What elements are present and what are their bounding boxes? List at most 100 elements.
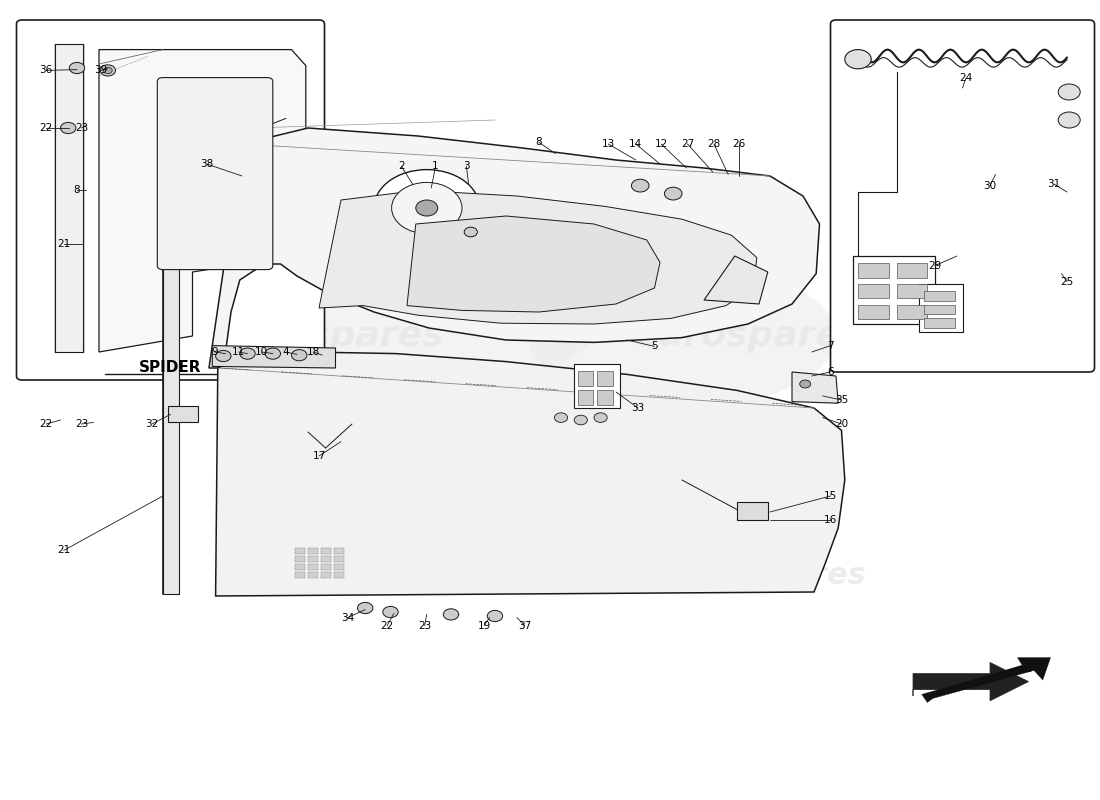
Circle shape — [1058, 112, 1080, 128]
Text: 36: 36 — [40, 66, 53, 75]
Circle shape — [443, 609, 459, 620]
Text: 38: 38 — [200, 159, 213, 169]
Text: 34: 34 — [341, 613, 354, 622]
Polygon shape — [922, 658, 1050, 702]
FancyBboxPatch shape — [830, 20, 1094, 372]
FancyBboxPatch shape — [896, 305, 927, 319]
Circle shape — [103, 67, 112, 74]
Text: 16: 16 — [824, 515, 837, 525]
Polygon shape — [913, 662, 1028, 701]
Text: 21: 21 — [57, 239, 70, 249]
Circle shape — [664, 187, 682, 200]
FancyBboxPatch shape — [334, 556, 344, 562]
Circle shape — [487, 610, 503, 622]
FancyBboxPatch shape — [295, 572, 305, 578]
Text: eurospares: eurospares — [634, 319, 862, 353]
Polygon shape — [407, 216, 660, 312]
FancyBboxPatch shape — [308, 572, 318, 578]
Text: 31: 31 — [1047, 179, 1060, 189]
FancyBboxPatch shape — [295, 548, 305, 554]
Circle shape — [358, 602, 373, 614]
Text: 2: 2 — [398, 162, 405, 171]
FancyBboxPatch shape — [574, 364, 620, 408]
Text: eurospares: eurospares — [673, 562, 867, 590]
FancyBboxPatch shape — [334, 564, 344, 570]
Text: 21: 21 — [57, 546, 70, 555]
Circle shape — [1058, 84, 1080, 100]
Text: 8: 8 — [536, 138, 542, 147]
Text: 23: 23 — [418, 621, 431, 630]
FancyBboxPatch shape — [597, 390, 613, 405]
Circle shape — [374, 170, 480, 246]
Text: 10: 10 — [255, 347, 268, 357]
Text: 15: 15 — [824, 491, 837, 501]
FancyBboxPatch shape — [737, 502, 768, 520]
Text: eurospares: eurospares — [216, 319, 444, 353]
Text: SPIDER: SPIDER — [140, 361, 201, 375]
Circle shape — [265, 348, 280, 359]
Circle shape — [392, 182, 462, 234]
FancyBboxPatch shape — [924, 291, 955, 301]
Text: 5: 5 — [651, 342, 658, 351]
FancyBboxPatch shape — [295, 564, 305, 570]
Text: 9: 9 — [211, 347, 218, 357]
Circle shape — [100, 65, 116, 76]
FancyBboxPatch shape — [334, 572, 344, 578]
Text: 26: 26 — [733, 139, 746, 149]
FancyBboxPatch shape — [321, 548, 331, 554]
FancyBboxPatch shape — [896, 263, 927, 278]
Text: 12: 12 — [654, 139, 668, 149]
FancyBboxPatch shape — [308, 548, 318, 554]
Text: 22: 22 — [381, 621, 394, 630]
Text: 13: 13 — [602, 139, 615, 149]
Text: 19: 19 — [477, 621, 491, 630]
Circle shape — [554, 413, 568, 422]
Polygon shape — [55, 44, 82, 352]
FancyBboxPatch shape — [321, 572, 331, 578]
Text: 7: 7 — [827, 341, 834, 350]
Circle shape — [845, 50, 871, 69]
FancyBboxPatch shape — [295, 556, 305, 562]
Circle shape — [594, 413, 607, 422]
Text: 1: 1 — [432, 162, 439, 171]
Text: 24: 24 — [959, 74, 972, 83]
Circle shape — [416, 200, 438, 216]
Text: 30: 30 — [983, 181, 997, 190]
Text: 22: 22 — [40, 419, 53, 429]
Text: 37: 37 — [518, 621, 531, 630]
Polygon shape — [209, 128, 819, 368]
Polygon shape — [212, 346, 336, 368]
Circle shape — [464, 227, 477, 237]
Polygon shape — [704, 256, 768, 304]
FancyBboxPatch shape — [578, 371, 593, 386]
FancyBboxPatch shape — [924, 318, 955, 328]
Text: 33: 33 — [631, 403, 645, 413]
FancyBboxPatch shape — [16, 20, 324, 380]
Text: 6: 6 — [827, 367, 834, 377]
FancyBboxPatch shape — [918, 284, 962, 332]
FancyBboxPatch shape — [858, 305, 889, 319]
FancyBboxPatch shape — [321, 556, 331, 562]
Text: 39: 39 — [95, 66, 108, 75]
FancyBboxPatch shape — [321, 564, 331, 570]
FancyBboxPatch shape — [924, 305, 955, 314]
Circle shape — [60, 122, 76, 134]
Circle shape — [800, 380, 811, 388]
Circle shape — [574, 415, 587, 425]
Circle shape — [69, 62, 85, 74]
Polygon shape — [99, 50, 306, 352]
FancyBboxPatch shape — [852, 256, 935, 324]
FancyBboxPatch shape — [308, 556, 318, 562]
Circle shape — [631, 179, 649, 192]
Text: 8: 8 — [74, 186, 80, 195]
FancyBboxPatch shape — [578, 390, 593, 405]
Text: 23: 23 — [75, 123, 88, 133]
Text: 17: 17 — [312, 451, 326, 461]
Text: 28: 28 — [707, 139, 721, 149]
Text: 29: 29 — [928, 261, 942, 270]
Text: 3: 3 — [463, 162, 470, 171]
Text: 22: 22 — [40, 123, 53, 133]
Circle shape — [292, 350, 307, 361]
Text: 25: 25 — [1060, 277, 1074, 286]
Text: 32: 32 — [145, 419, 158, 429]
